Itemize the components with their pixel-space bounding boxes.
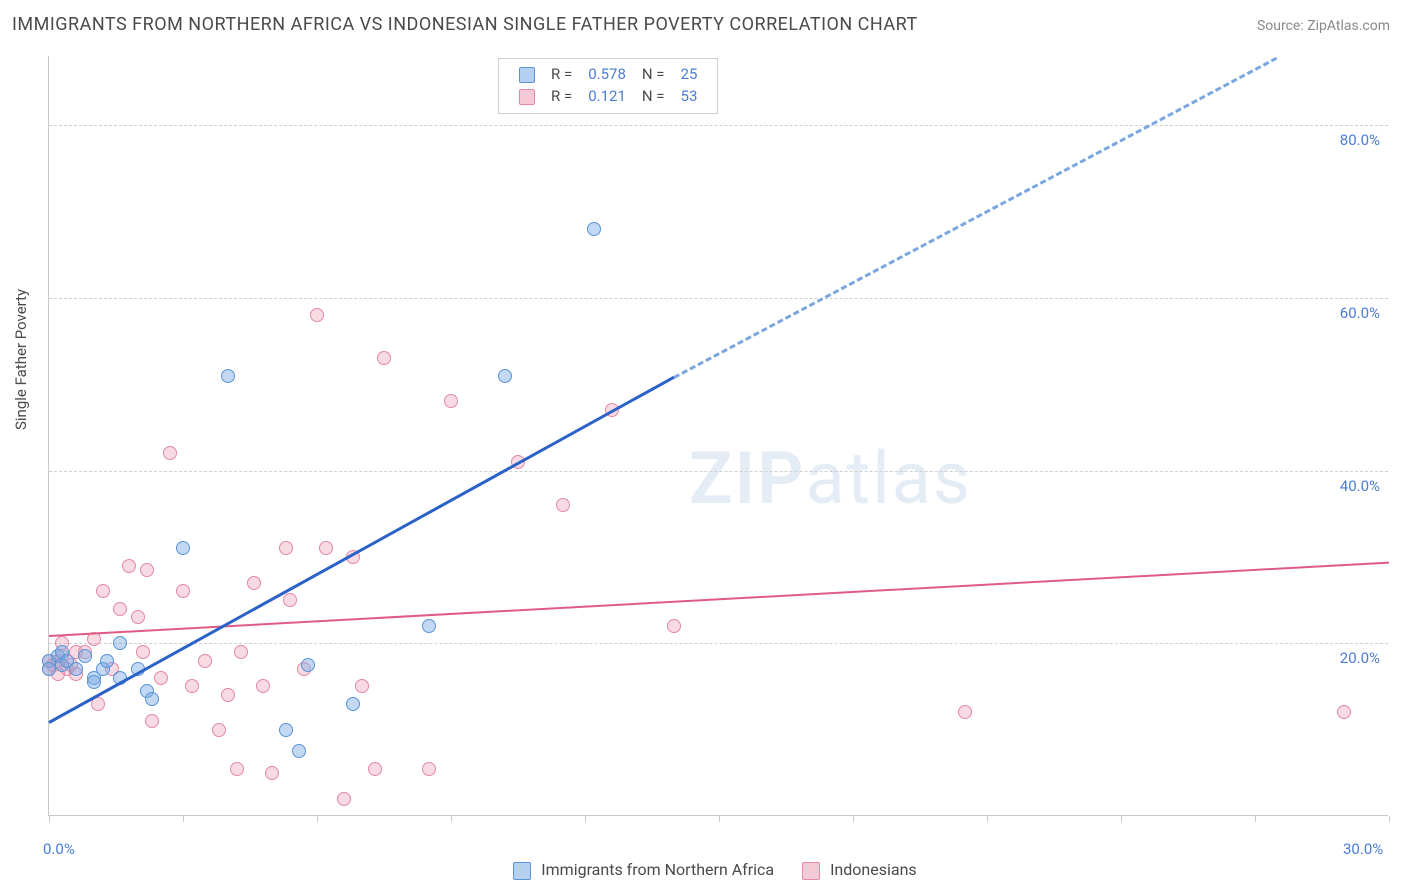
- data-point: [422, 762, 436, 776]
- x-tick: [853, 816, 854, 822]
- legend-series: Immigrants from Northern Africa Indonesi…: [0, 860, 1406, 880]
- x-tick-label: 0.0%: [43, 840, 75, 858]
- data-point: [355, 679, 369, 693]
- data-point: [113, 636, 127, 650]
- x-tick: [49, 816, 50, 822]
- data-point: [279, 541, 293, 555]
- y-axis-title: Single Father Poverty: [12, 289, 30, 430]
- data-point: [154, 671, 168, 685]
- gridline-h: [49, 643, 1388, 644]
- x-tick: [1389, 816, 1390, 822]
- data-point: [42, 662, 56, 676]
- data-point: [234, 645, 248, 659]
- data-point: [667, 619, 681, 633]
- data-point: [87, 675, 101, 689]
- data-point: [145, 692, 159, 706]
- legend-label: Indonesians: [826, 860, 917, 879]
- chart-title: IMMIGRANTS FROM NORTHERN AFRICA VS INDON…: [12, 14, 918, 35]
- x-tick-label: 30.0%: [1343, 840, 1383, 858]
- data-point: [185, 679, 199, 693]
- data-point: [444, 394, 458, 408]
- source-label: Source: ZipAtlas.com: [1257, 18, 1390, 34]
- x-tick: [317, 816, 318, 822]
- data-point: [1337, 705, 1351, 719]
- data-point: [422, 619, 436, 633]
- x-tick: [719, 816, 720, 822]
- data-point: [113, 602, 127, 616]
- y-tick-label: 80.0%: [1340, 131, 1380, 149]
- data-point: [96, 584, 110, 598]
- data-point: [163, 446, 177, 460]
- y-tick-label: 60.0%: [1340, 304, 1380, 322]
- data-point: [377, 351, 391, 365]
- legend-swatch: [802, 862, 820, 880]
- data-point: [556, 498, 570, 512]
- legend-swatch: [513, 862, 531, 880]
- data-point: [176, 584, 190, 598]
- data-point: [498, 369, 512, 383]
- data-point: [310, 308, 324, 322]
- scatter-plot-area: ZIPatlas 20.0%40.0%60.0%80.0%0.0%30.0%: [48, 56, 1388, 816]
- y-tick-label: 20.0%: [1340, 649, 1380, 667]
- data-point: [283, 593, 297, 607]
- data-point: [337, 792, 351, 806]
- data-point: [176, 541, 190, 555]
- data-point: [145, 714, 159, 728]
- gridline-h: [49, 298, 1388, 299]
- y-tick-label: 40.0%: [1340, 477, 1380, 495]
- data-point: [221, 369, 235, 383]
- data-point: [136, 645, 150, 659]
- data-point: [292, 744, 306, 758]
- data-point: [346, 697, 360, 711]
- data-point: [256, 679, 270, 693]
- data-point: [265, 766, 279, 780]
- trend-line: [49, 561, 1389, 636]
- legend-row: R =0.121N =53: [511, 85, 705, 107]
- gridline-h: [49, 125, 1388, 126]
- data-point: [212, 723, 226, 737]
- data-point: [131, 610, 145, 624]
- data-point: [140, 563, 154, 577]
- watermark: ZIPatlas: [689, 436, 972, 521]
- legend-row: R =0.578N =25: [511, 63, 705, 85]
- legend-correlation-box: R =0.578N =25R =0.121N =53: [498, 58, 718, 114]
- data-point: [247, 576, 261, 590]
- data-point: [221, 688, 235, 702]
- x-tick: [585, 816, 586, 822]
- gridline-h: [49, 471, 1388, 472]
- data-point: [100, 654, 114, 668]
- data-point: [587, 222, 601, 236]
- x-tick: [987, 816, 988, 822]
- data-point: [69, 662, 83, 676]
- data-point: [122, 559, 136, 573]
- legend-label: Immigrants from Northern Africa: [537, 860, 778, 879]
- data-point: [78, 649, 92, 663]
- data-point: [198, 654, 212, 668]
- x-tick: [1121, 816, 1122, 822]
- x-tick: [451, 816, 452, 822]
- data-point: [301, 658, 315, 672]
- data-point: [368, 762, 382, 776]
- trend-line: [48, 376, 675, 724]
- trend-line: [674, 56, 1278, 378]
- data-point: [279, 723, 293, 737]
- x-tick: [1255, 816, 1256, 822]
- data-point: [958, 705, 972, 719]
- data-point: [230, 762, 244, 776]
- x-tick: [183, 816, 184, 822]
- data-point: [319, 541, 333, 555]
